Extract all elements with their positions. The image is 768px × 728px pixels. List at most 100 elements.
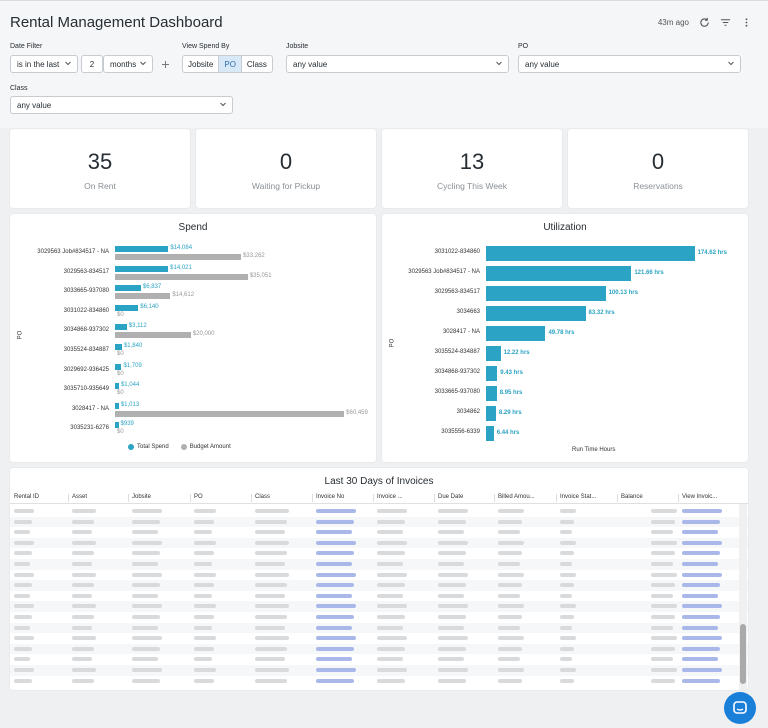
table-row[interactable]	[10, 548, 748, 559]
redacted-cell[interactable]	[316, 572, 356, 577]
column-divider[interactable]	[556, 494, 557, 502]
table-row[interactable]	[10, 580, 748, 591]
budget-amount-bar[interactable]	[115, 410, 345, 417]
column-header[interactable]: Invoice Stat...	[560, 494, 597, 500]
total-spend-bar[interactable]	[115, 344, 122, 350]
total-spend-bar[interactable]	[115, 422, 119, 429]
date-amount-input[interactable]: 2	[81, 55, 103, 73]
total-spend-bar[interactable]	[115, 246, 169, 252]
more-options-icon[interactable]	[741, 17, 752, 28]
redacted-cell[interactable]	[682, 625, 718, 630]
redacted-cell[interactable]	[316, 593, 352, 598]
run-time-bar[interactable]	[486, 406, 496, 421]
redacted-cell[interactable]	[682, 646, 720, 651]
column-header[interactable]: Class	[255, 494, 271, 500]
run-time-bar[interactable]	[486, 266, 632, 281]
total-spend-bar[interactable]	[115, 285, 141, 292]
table-row[interactable]	[10, 516, 748, 528]
column-header[interactable]: PO	[194, 494, 203, 500]
column-divider[interactable]	[68, 494, 69, 502]
total-spend-bar[interactable]	[115, 324, 127, 331]
redacted-cell[interactable]	[682, 593, 718, 598]
refresh-icon[interactable]	[699, 17, 710, 28]
redacted-cell[interactable]	[682, 519, 720, 524]
redacted-cell[interactable]	[682, 562, 718, 566]
date-unit-select[interactable]: months	[103, 55, 153, 73]
column-header[interactable]: View Invoic...	[682, 494, 718, 500]
column-header[interactable]: Jobsite	[132, 494, 152, 500]
run-time-bar[interactable]	[486, 386, 497, 401]
run-time-bar[interactable]	[486, 426, 494, 441]
budget-amount-bar[interactable]	[115, 293, 171, 300]
scrollbar-thumb[interactable]	[740, 624, 746, 684]
column-divider[interactable]	[251, 494, 252, 502]
redacted-cell[interactable]	[682, 657, 718, 662]
add-filter-icon[interactable]	[161, 60, 170, 69]
total-spend-bar[interactable]	[115, 402, 119, 409]
toggle-po[interactable]: PO	[219, 56, 242, 72]
class-select[interactable]: any value	[10, 96, 233, 114]
run-time-bar[interactable]	[486, 246, 695, 261]
run-time-bar[interactable]	[486, 346, 501, 361]
table-row[interactable]	[10, 612, 748, 623]
redacted-cell[interactable]	[682, 530, 718, 535]
toggle-class[interactable]: Class	[246, 59, 267, 69]
total-spend-bar[interactable]	[115, 304, 139, 311]
table-row[interactable]	[10, 527, 748, 538]
redacted-cell[interactable]	[682, 678, 720, 683]
redacted-cell[interactable]	[682, 604, 722, 609]
redacted-cell[interactable]	[682, 540, 722, 545]
redacted-cell[interactable]	[316, 646, 354, 651]
column-header[interactable]: Balance	[621, 494, 643, 500]
table-row[interactable]	[10, 622, 748, 634]
column-header[interactable]: Rental ID	[14, 494, 40, 500]
toggle-jobsite[interactable]: Jobsite	[183, 56, 220, 72]
table-row[interactable]	[10, 654, 748, 665]
redacted-cell[interactable]	[682, 668, 722, 672]
column-header[interactable]: Due Date	[438, 494, 464, 500]
redacted-cell[interactable]	[682, 583, 720, 588]
table-row[interactable]	[10, 633, 748, 644]
column-divider[interactable]	[190, 494, 191, 502]
table-row[interactable]	[10, 643, 748, 655]
total-spend-bar[interactable]	[115, 363, 122, 370]
table-row[interactable]	[10, 559, 748, 570]
redacted-cell[interactable]	[682, 636, 722, 641]
filter-icon[interactable]	[720, 17, 731, 28]
table-row[interactable]	[10, 676, 748, 687]
redacted-cell[interactable]	[316, 636, 356, 641]
column-header[interactable]: Invoice ...	[377, 494, 403, 500]
redacted-cell[interactable]	[316, 678, 354, 683]
run-time-bar[interactable]	[486, 326, 546, 341]
column-header[interactable]: Invoice No	[316, 494, 345, 500]
column-divider[interactable]	[128, 494, 129, 502]
total-spend-bar[interactable]	[115, 265, 169, 272]
table-row[interactable]	[10, 601, 748, 612]
column-divider[interactable]	[434, 494, 435, 502]
total-spend-bar[interactable]	[115, 383, 119, 390]
redacted-cell[interactable]	[316, 540, 356, 545]
column-divider[interactable]	[494, 494, 495, 502]
redacted-cell[interactable]	[316, 519, 354, 524]
column-header[interactable]: Asset	[72, 494, 88, 500]
chat-button[interactable]	[724, 692, 756, 724]
column-divider[interactable]	[312, 494, 313, 502]
table-row[interactable]	[10, 570, 748, 581]
redacted-cell[interactable]	[316, 530, 352, 535]
redacted-cell[interactable]	[316, 625, 352, 630]
table-row[interactable]	[10, 537, 748, 549]
redacted-cell[interactable]	[682, 509, 722, 513]
jobsite-select[interactable]: any value	[286, 55, 509, 73]
redacted-cell[interactable]	[316, 562, 352, 566]
column-divider[interactable]	[617, 494, 618, 502]
column-divider[interactable]	[373, 494, 374, 502]
redacted-cell[interactable]	[682, 615, 720, 619]
redacted-cell[interactable]	[682, 551, 720, 556]
column-header[interactable]: Billed Amou...	[498, 494, 535, 500]
budget-amount-bar[interactable]	[115, 254, 242, 260]
column-divider[interactable]	[678, 494, 679, 502]
redacted-cell[interactable]	[316, 583, 354, 588]
table-row[interactable]	[10, 665, 748, 676]
table-row[interactable]	[10, 591, 748, 602]
run-time-bar[interactable]	[486, 306, 586, 321]
